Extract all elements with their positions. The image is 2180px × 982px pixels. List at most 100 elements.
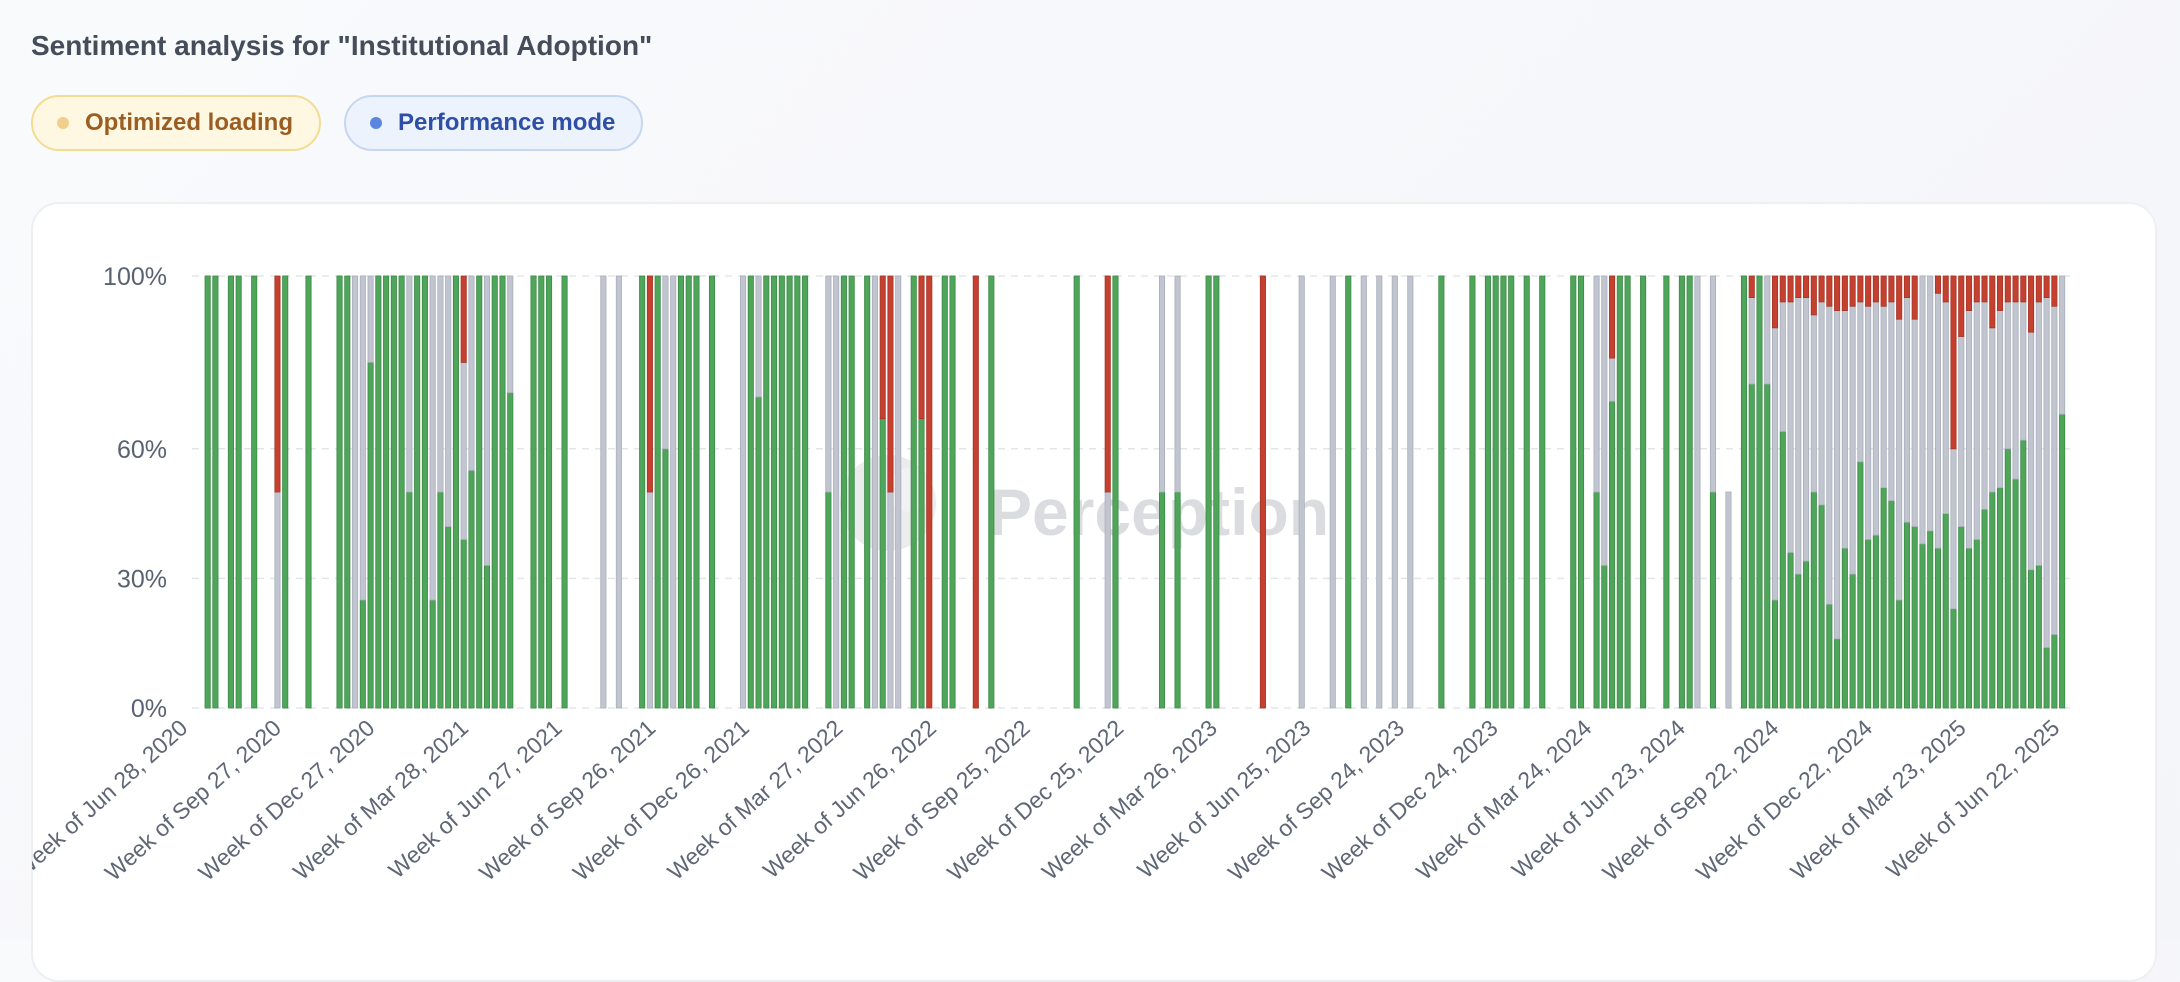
week-bar[interactable] [274,275,281,709]
week-bar[interactable] [639,275,646,709]
week-bar[interactable] [1539,275,1546,709]
week-bar[interactable] [1694,275,1701,709]
week-bar[interactable] [802,275,809,709]
week-bar[interactable] [1174,275,1181,709]
week-bar[interactable] [685,275,692,709]
week-bar[interactable] [235,275,242,709]
week-bar[interactable] [1663,275,1670,709]
week-bar[interactable] [949,275,956,709]
week-bar[interactable] [1438,275,1445,709]
week-bar[interactable] [887,275,894,709]
week-bar[interactable] [1857,275,1864,709]
week-bar[interactable] [1725,491,1732,709]
week-bar[interactable] [1624,275,1631,709]
week-bar[interactable] [538,275,545,709]
week-bar[interactable] [1508,275,1515,709]
week-bar[interactable] [1104,275,1111,709]
week-bar[interactable] [204,275,211,709]
week-bar[interactable] [615,275,622,709]
week-bar[interactable] [1787,275,1794,709]
week-bar[interactable] [833,275,840,709]
week-bar[interactable] [988,275,995,709]
week-bar[interactable] [1896,275,1903,709]
week-bar[interactable] [390,275,397,709]
week-bar[interactable] [670,275,677,709]
performance-mode-badge[interactable]: Performance mode [344,95,644,151]
week-bar[interactable] [1570,275,1577,709]
week-bar[interactable] [778,275,785,709]
week-bar[interactable] [1973,275,1980,709]
week-bar[interactable] [1616,275,1623,709]
week-bar[interactable] [460,275,467,709]
week-bar[interactable] [1911,275,1918,709]
week-bar[interactable] [468,275,475,709]
week-bar[interactable] [871,275,878,709]
week-bar[interactable] [429,275,436,709]
week-bar[interactable] [1329,275,1336,709]
week-bar[interactable] [1849,275,1856,709]
week-bar[interactable] [747,275,754,709]
week-bar[interactable] [825,275,832,709]
week-bar[interactable] [336,275,343,709]
week-bar[interactable] [1989,275,1996,709]
week-bar[interactable] [771,275,778,709]
week-bar[interactable] [1818,275,1825,709]
week-bar[interactable] [483,275,491,709]
week-bar[interactable] [2012,275,2019,709]
week-bar[interactable] [1259,275,1266,709]
week-bar[interactable] [507,275,514,709]
week-bar[interactable] [352,275,359,709]
week-bar[interactable] [1865,275,1872,709]
week-bar[interactable] [1640,275,1647,709]
week-bar[interactable] [1903,275,1910,709]
week-bar[interactable] [739,275,747,709]
week-bar[interactable] [1593,275,1600,709]
week-bar[interactable] [1523,275,1530,709]
week-bar[interactable] [1950,275,1957,709]
week-bar[interactable] [359,275,366,709]
week-bar[interactable] [1779,275,1786,709]
week-bar[interactable] [1927,275,1934,709]
week-bar[interactable] [452,275,459,709]
week-bar[interactable] [1965,275,1973,709]
week-bar[interactable] [1748,275,1755,709]
week-bar[interactable] [2051,275,2058,709]
week-bar[interactable] [895,275,902,709]
week-bar[interactable] [1158,275,1166,709]
week-bar[interactable] [763,275,770,709]
week-bar[interactable] [2020,275,2027,709]
week-bar[interactable] [1981,275,1988,709]
week-bar[interactable] [398,275,405,709]
week-bar[interactable] [1764,275,1771,709]
week-bar[interactable] [546,275,553,709]
week-bar[interactable] [1686,275,1693,709]
week-bar[interactable] [375,275,382,709]
week-bar[interactable] [1841,275,1848,709]
week-bar[interactable] [499,275,506,709]
week-bar[interactable] [879,275,886,709]
week-bar[interactable] [1298,275,1305,709]
week-bar[interactable] [1376,275,1383,709]
week-bar[interactable] [600,275,607,709]
week-bar[interactable] [212,275,219,709]
week-bar[interactable] [910,275,917,709]
week-bar[interactable] [840,275,847,709]
week-bar[interactable] [1997,275,2004,709]
week-bar[interactable] [1484,275,1491,709]
week-bar[interactable] [1500,275,1507,709]
week-bar[interactable] [972,275,979,709]
week-bar[interactable] [476,275,483,709]
week-bar[interactable] [1469,275,1476,709]
week-bar[interactable] [1810,275,1817,709]
week-bar[interactable] [530,275,537,709]
week-bar[interactable] [848,275,855,709]
week-bar[interactable] [864,275,871,709]
week-bar[interactable] [1771,275,1779,709]
week-bar[interactable] [1213,275,1220,709]
week-bar[interactable] [445,275,452,709]
week-bar[interactable] [926,275,933,709]
week-bar[interactable] [1958,275,1965,709]
week-bar[interactable] [1942,275,1949,709]
week-bar[interactable] [1578,275,1585,709]
week-bar[interactable] [941,275,948,709]
